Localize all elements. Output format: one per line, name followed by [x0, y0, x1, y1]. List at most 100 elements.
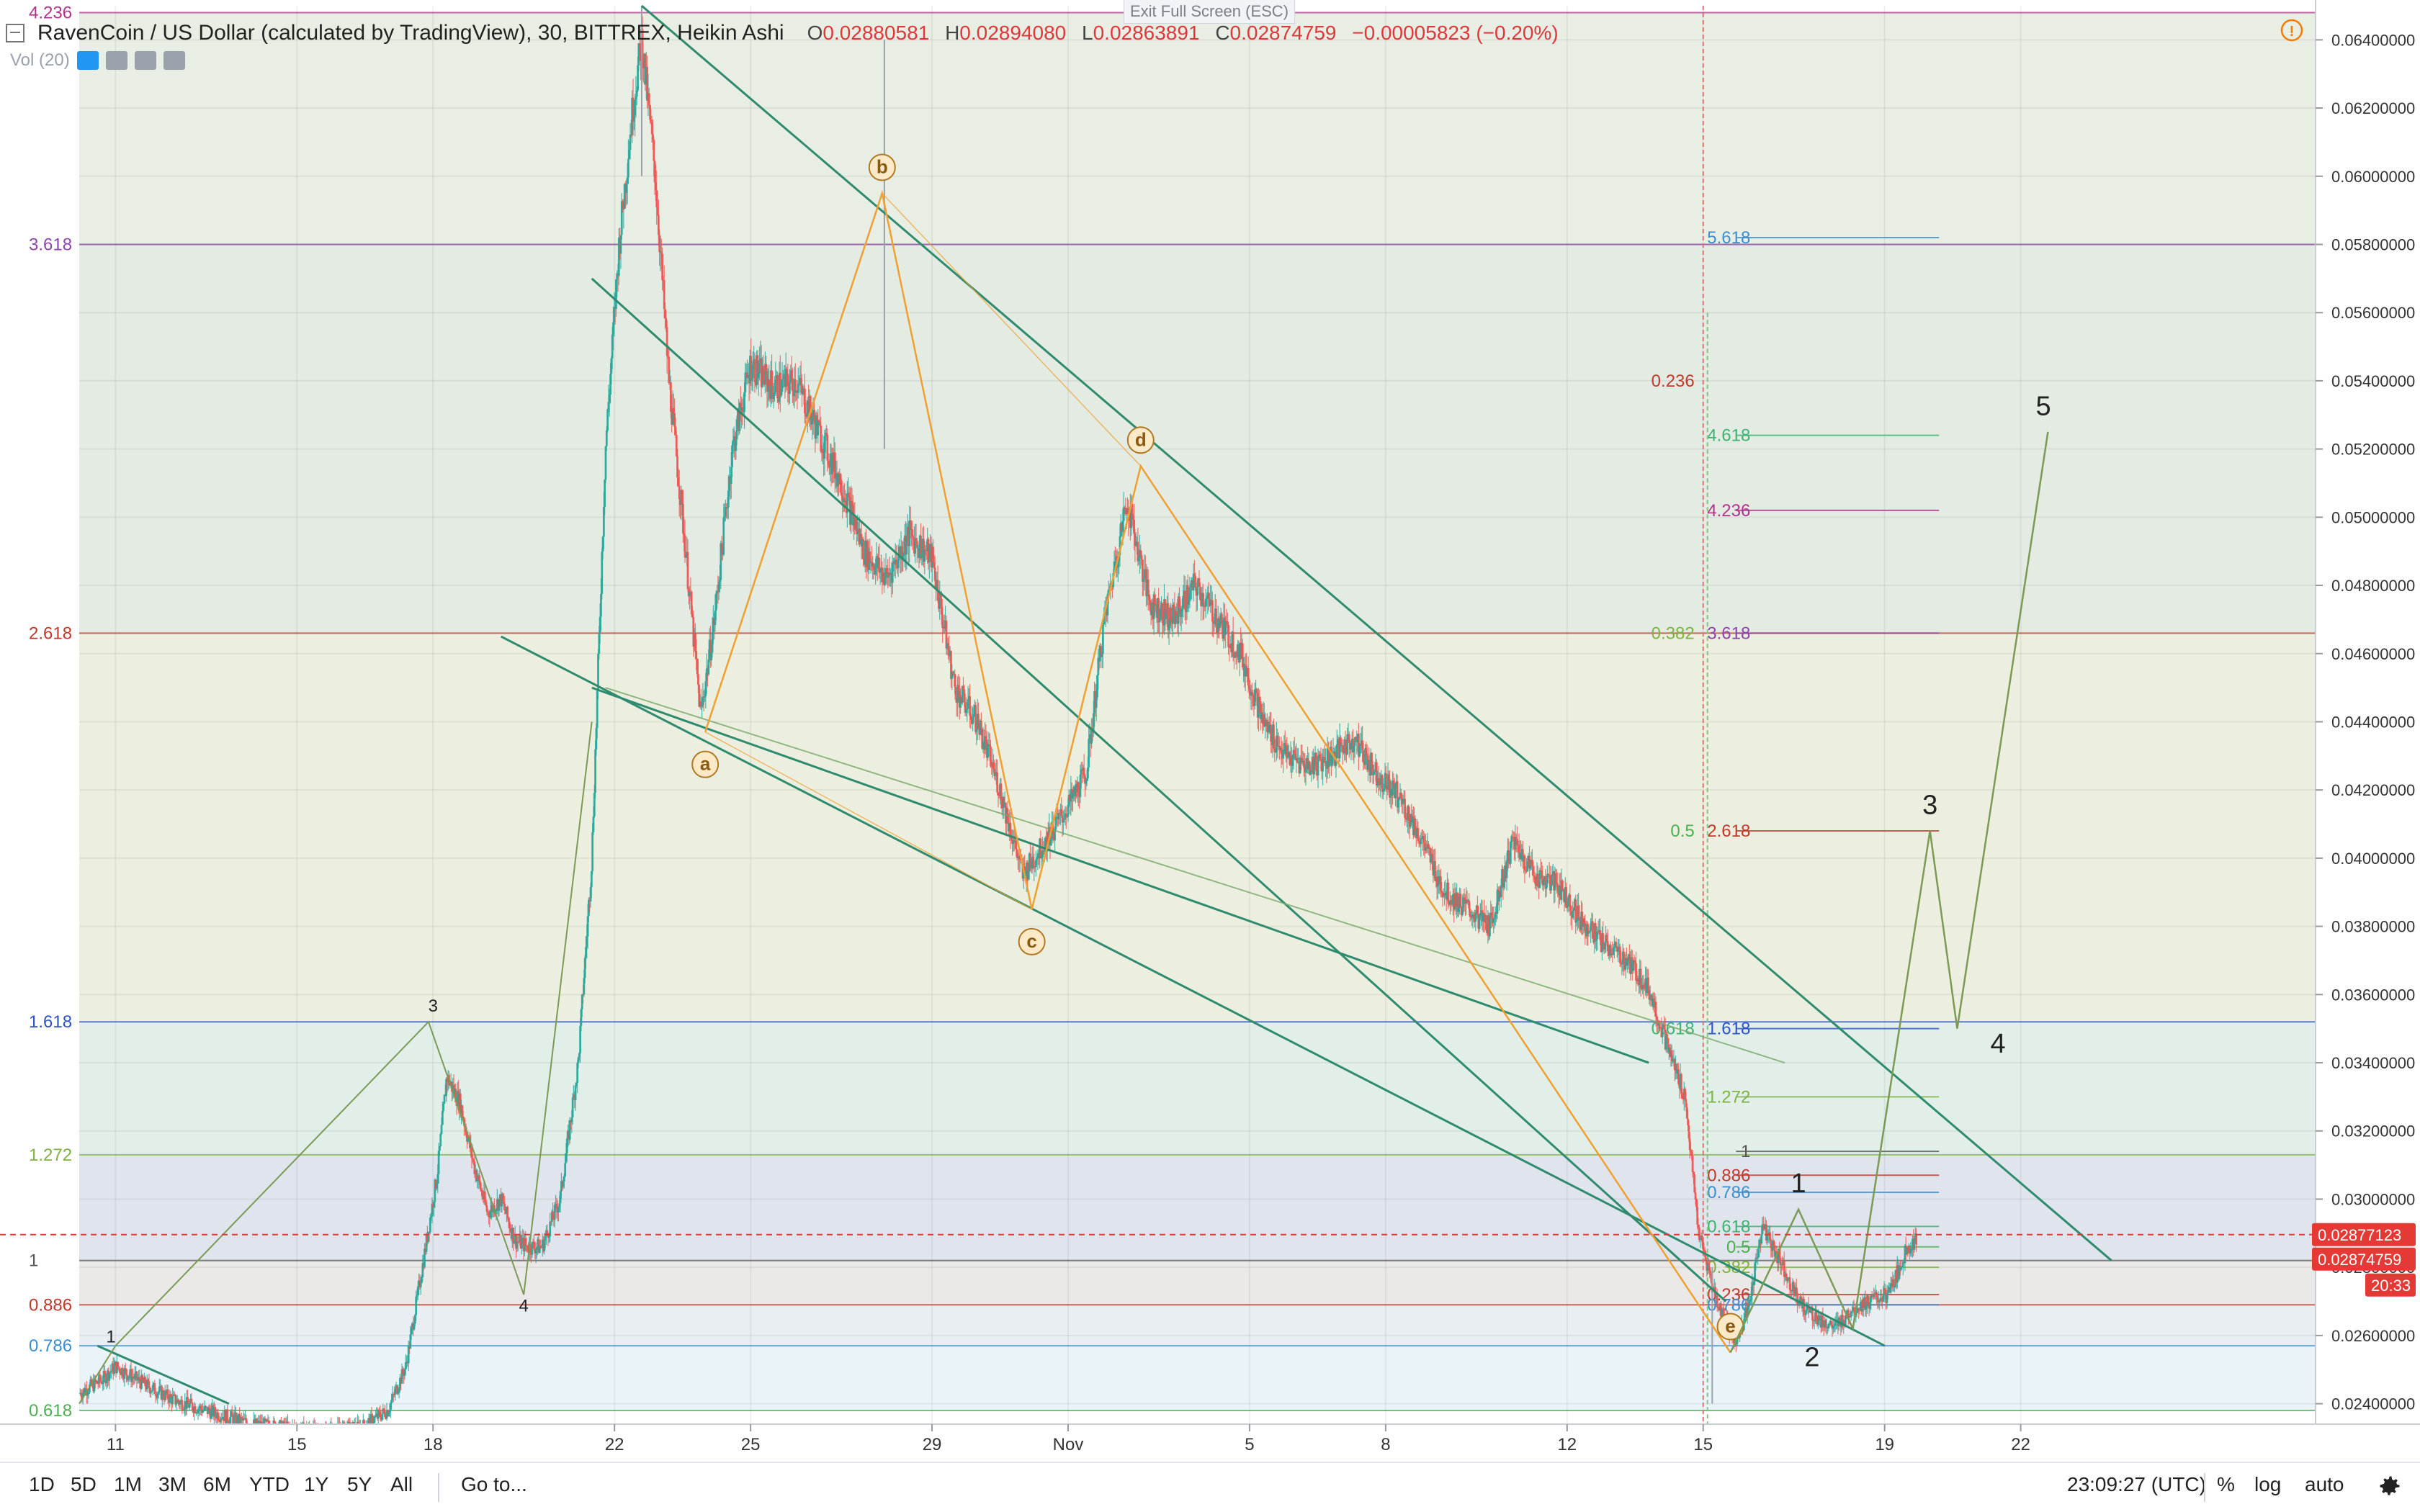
- candle-body: [1788, 1277, 1791, 1290]
- auto-toggle[interactable]: auto: [2305, 1473, 2344, 1495]
- candle-body: [741, 407, 744, 413]
- candle-body: [738, 402, 741, 431]
- candle-body: [1516, 839, 1518, 845]
- candle-body: [1348, 734, 1350, 743]
- candle-body: [1761, 1224, 1764, 1235]
- candle-body: [843, 498, 846, 503]
- candle-body: [387, 1412, 390, 1416]
- candle-body: [1052, 822, 1054, 834]
- candle-body: [555, 1204, 558, 1210]
- candle-body: [1215, 608, 1217, 626]
- candle-body: [153, 1383, 156, 1394]
- time-tick-label: 15: [1693, 1435, 1713, 1454]
- range-1d[interactable]: 1D: [29, 1473, 55, 1495]
- candle-body: [1335, 758, 1337, 766]
- candle-body: [1546, 873, 1549, 883]
- candle-body: [549, 1221, 552, 1237]
- utc-clock[interactable]: 23:09:27 (UTC): [2067, 1473, 2206, 1495]
- candle-body: [1595, 938, 1597, 941]
- candle-body: [1773, 1241, 1775, 1246]
- candle-body: [623, 184, 626, 210]
- candle-body: [696, 674, 699, 685]
- candle-body: [97, 1383, 99, 1385]
- log-toggle[interactable]: log: [2254, 1473, 2282, 1495]
- candle-body: [915, 538, 918, 541]
- candle-body: [920, 553, 923, 559]
- candle-body: [1615, 942, 1618, 948]
- candle-body: [1766, 1234, 1769, 1241]
- candle-body: [1447, 882, 1450, 904]
- candle-body: [790, 370, 793, 378]
- range-1m[interactable]: 1M: [114, 1473, 142, 1495]
- candle-body: [125, 1369, 127, 1375]
- candle-body: [1282, 750, 1284, 759]
- candle-body: [1010, 837, 1013, 840]
- fib-band: [79, 1022, 2316, 1155]
- range-1y[interactable]: 1Y: [304, 1473, 329, 1495]
- candle-body: [233, 1415, 236, 1424]
- gear-icon[interactable]: [2377, 1473, 2403, 1499]
- open-value: 0.02880581: [823, 22, 930, 44]
- candle-body: [1304, 764, 1307, 773]
- candle-body: [130, 1376, 133, 1382]
- candle-body: [1137, 541, 1139, 562]
- candle-body: [1398, 797, 1401, 800]
- vertical-fib-label: 0.5: [1670, 822, 1694, 841]
- candle-body: [1308, 761, 1311, 775]
- range-ytd[interactable]: YTD: [249, 1473, 290, 1495]
- candle-body: [1365, 748, 1368, 754]
- pattern-point-marker: [1126, 426, 1155, 454]
- eye-icon[interactable]: [76, 51, 99, 70]
- plus-icon[interactable]: [134, 51, 156, 70]
- percent-toggle[interactable]: %: [2217, 1473, 2235, 1495]
- close-icon[interactable]: [163, 51, 185, 70]
- collapse-icon[interactable]: [6, 24, 24, 42]
- price-tick-label: 0.04200000: [2331, 781, 2415, 799]
- candle-body: [1096, 675, 1098, 698]
- range-3m[interactable]: 3M: [158, 1473, 187, 1495]
- candle-body: [704, 681, 707, 696]
- candle-body: [781, 379, 784, 392]
- candle-body: [1665, 1034, 1667, 1050]
- candle-body: [1420, 838, 1422, 845]
- candle-body: [1152, 594, 1155, 619]
- candle-body: [409, 1334, 412, 1349]
- candle-body: [239, 1417, 242, 1423]
- candle-body: [470, 1145, 473, 1158]
- candle-body: [1910, 1248, 1913, 1251]
- candle-body: [1431, 853, 1433, 862]
- candle-body: [1842, 1315, 1844, 1326]
- candle-body: [1331, 753, 1334, 766]
- candle-body: [441, 1111, 444, 1125]
- candle-body: [714, 593, 717, 611]
- range-6m[interactable]: 6M: [203, 1473, 231, 1495]
- candle-body: [661, 253, 663, 281]
- candle-body: [538, 1246, 541, 1254]
- candle-body: [1041, 850, 1044, 858]
- range-all[interactable]: All: [390, 1473, 413, 1495]
- settings-icon[interactable]: [105, 51, 127, 70]
- candle-body: [1122, 507, 1125, 521]
- price-tick-label: 0.05200000: [2331, 441, 2415, 459]
- range-5y[interactable]: 5Y: [347, 1473, 372, 1495]
- range-5d[interactable]: 5D: [71, 1473, 97, 1495]
- candle-body: [1752, 1281, 1755, 1285]
- candle-body: [744, 372, 747, 392]
- candle-body: [1155, 603, 1157, 606]
- candle-body: [503, 1203, 506, 1211]
- candle-body: [227, 1421, 230, 1423]
- candle-body: [972, 714, 975, 717]
- candle-body: [208, 1408, 211, 1412]
- exit-fullscreen-tooltip[interactable]: Exit Full Screen (ESC): [1124, 0, 1295, 24]
- candle-body: [1661, 1025, 1664, 1038]
- candle-body: [1515, 837, 1518, 840]
- candle-body: [130, 1369, 133, 1382]
- goto-button[interactable]: Go to...: [461, 1473, 527, 1495]
- candle-body: [1067, 804, 1070, 817]
- candle-body: [1371, 752, 1373, 765]
- candle-body: [686, 552, 689, 590]
- candle-body: [622, 201, 624, 210]
- candle-body: [1795, 1287, 1798, 1293]
- candle-body: [704, 696, 706, 698]
